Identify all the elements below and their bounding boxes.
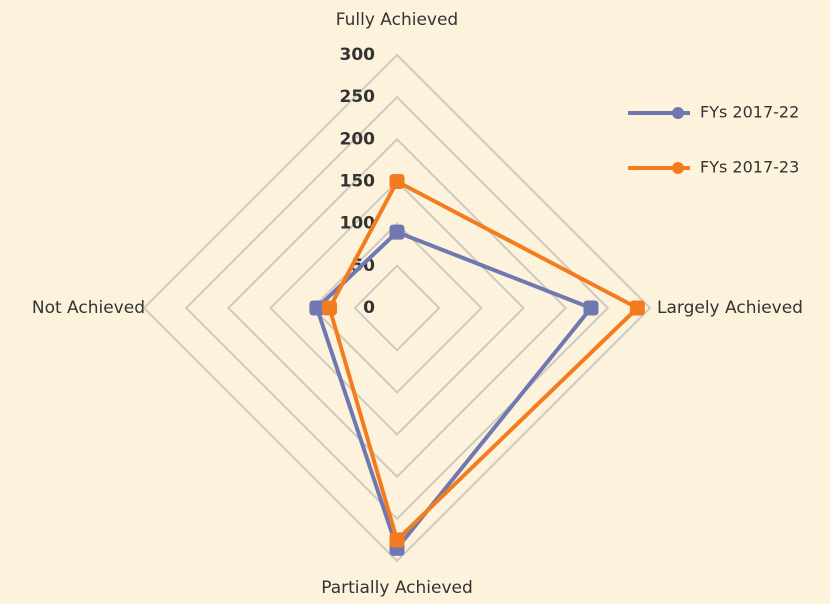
legend-marker <box>672 162 684 174</box>
category-label: Partially Achieved <box>321 578 473 598</box>
category-label: Not Achieved <box>32 298 145 318</box>
marker <box>629 300 645 316</box>
marker <box>322 300 338 316</box>
marker <box>389 532 405 548</box>
marker <box>389 174 405 189</box>
r-tick-label: 250 <box>340 87 376 107</box>
grid-ring <box>311 222 483 394</box>
marker <box>583 300 599 316</box>
grid-ring <box>142 53 652 563</box>
marker <box>389 224 405 240</box>
r-tick-label: 300 <box>340 45 376 65</box>
grid-ring <box>226 137 568 479</box>
r-tick-label: 200 <box>340 129 376 149</box>
r-tick-label: 0 <box>363 298 375 318</box>
legend-label: FYs 2017-23 <box>700 158 799 177</box>
category-label: Fully Achieved <box>336 10 458 30</box>
r-tick-label: 100 <box>340 214 376 234</box>
r-tick-label: 150 <box>340 172 376 192</box>
legend-marker <box>672 107 684 119</box>
category-label: Largely Achieved <box>657 298 803 318</box>
grid-ring <box>184 95 610 521</box>
marker <box>309 300 325 316</box>
legend-label: FYs 2017-22 <box>700 103 799 122</box>
grid-ring <box>353 264 441 352</box>
